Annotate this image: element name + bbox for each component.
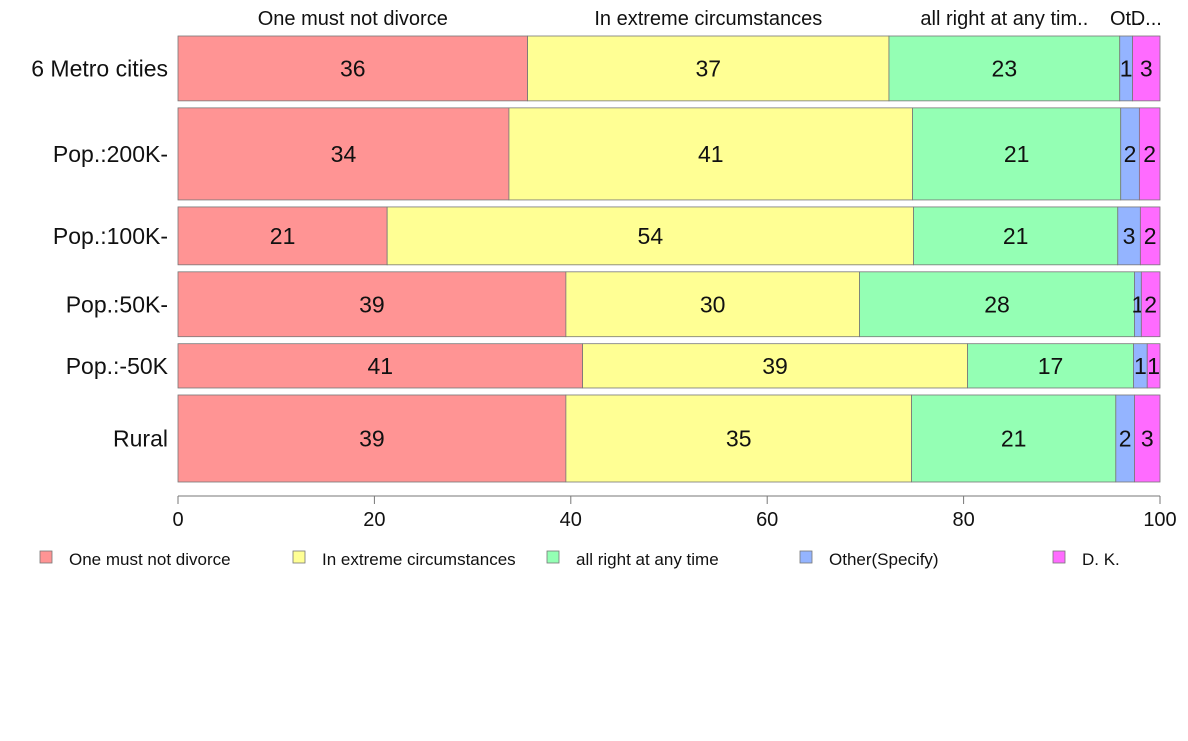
bar-segment: [913, 206, 1119, 266]
data-label: 1: [1120, 55, 1133, 81]
bar-segment: [527, 35, 890, 102]
x-tick-label: 40: [560, 509, 582, 531]
bar-segment: [1138, 107, 1161, 201]
legend-swatch: [799, 550, 813, 564]
data-label: 34: [331, 141, 357, 167]
data-label: 30: [700, 291, 726, 317]
bar-row: 36 37 23 1 3: [177, 35, 1161, 102]
data-label: 2: [1124, 141, 1137, 167]
data-label: 41: [367, 353, 393, 379]
legend-label: In extreme circumstances: [322, 550, 516, 569]
data-label: 3: [1140, 55, 1153, 81]
bar-segment: [177, 271, 567, 338]
bar-segment: [565, 271, 860, 338]
bar-segment: [177, 343, 583, 389]
series-top-label: Ot..: [1110, 8, 1142, 30]
category-label: Pop.:100K-: [53, 223, 168, 249]
x-tick-label: 100: [1143, 509, 1176, 531]
bar-segment: [911, 394, 1117, 483]
bar-segment: [177, 394, 567, 483]
bar-segment: [177, 206, 388, 266]
data-label: 21: [1003, 223, 1029, 249]
bar-row: 21 54 21 3 2: [177, 206, 1161, 266]
legend-item: One must not divorce: [39, 550, 231, 569]
top-labels: One must not divorce In extreme circumsta…: [258, 8, 1162, 30]
bar-row: 39 30 28 1 2: [177, 271, 1161, 338]
data-label: 23: [992, 55, 1018, 81]
legend-swatch: [1052, 550, 1066, 564]
category-label: Pop.:50K-: [66, 291, 168, 317]
data-label: 37: [695, 55, 721, 81]
data-label: 1: [1147, 353, 1160, 379]
bar-segment: [967, 343, 1134, 389]
category-label: Rural: [113, 425, 168, 451]
bar-segment: [565, 394, 912, 483]
data-label: 2: [1144, 223, 1157, 249]
legend-label: all right at any time: [576, 550, 719, 569]
bar-segment: [1134, 394, 1161, 483]
data-label: 39: [762, 353, 788, 379]
bar-segment: [582, 343, 968, 389]
bar-row: 41 39 17 1 1: [177, 343, 1161, 389]
x-tick-label: 0: [172, 509, 183, 531]
bar-segment: [912, 107, 1122, 201]
series-top-label: D...: [1131, 8, 1162, 30]
bar-segment: [1139, 206, 1161, 266]
series-top-label: all right at any tim..: [920, 8, 1088, 30]
legend-item: D. K.: [1052, 550, 1120, 569]
data-label: 21: [270, 223, 296, 249]
legend-swatch: [39, 550, 53, 564]
category-labels: 6 Metro cities Pop.:200K- Pop.:100K- Pop.:5…: [31, 55, 168, 451]
legend-item: all right at any time: [546, 550, 719, 569]
legend-label: D. K.: [1082, 550, 1120, 569]
legend-label: One must not divorce: [69, 550, 231, 569]
bar-segment: [386, 206, 914, 266]
bar-segment: [1146, 343, 1161, 389]
bars: 36 37 23 1 334 41 21 2 221 54 21 3 239 30 28 1 241 39 17 1 1…: [177, 35, 1161, 483]
legend-swatch: [546, 550, 560, 564]
data-label: 36: [340, 55, 366, 81]
legend-item: In extreme circumstances: [292, 550, 516, 569]
bar-row: 34 41 21 2 2: [177, 107, 1161, 201]
data-label: 1: [1134, 353, 1147, 379]
category-label: Pop.:200K-: [53, 141, 168, 167]
bar-segment: [859, 271, 1135, 338]
category-label: Pop.:-50K: [66, 353, 169, 379]
series-top-label: In extreme circumstances: [594, 8, 822, 30]
legend: One must not divorce In extreme circumsta…: [39, 550, 1120, 569]
data-label: 54: [638, 223, 664, 249]
legend-label: Other(Specify): [829, 550, 939, 569]
data-label: 21: [1001, 425, 1027, 451]
data-label: 17: [1038, 353, 1064, 379]
data-label: 3: [1123, 223, 1136, 249]
bar-segment: [1132, 35, 1161, 102]
series-top-label: One must not divorce: [258, 8, 448, 30]
data-label: 35: [726, 425, 752, 451]
data-label: 28: [984, 291, 1010, 317]
data-label: 39: [359, 291, 385, 317]
legend-item: Other(Specify): [799, 550, 939, 569]
legend-swatch: [292, 550, 306, 564]
x-axis: 0 20 40 60 80 100: [172, 495, 1177, 531]
bar-segment: [1140, 271, 1161, 338]
data-label: 2: [1144, 291, 1157, 317]
bar-segment: [177, 107, 510, 201]
category-label: 6 Metro cities: [31, 55, 168, 81]
data-label: 2: [1119, 425, 1132, 451]
data-label: 39: [359, 425, 385, 451]
x-tick-label: 80: [952, 509, 974, 531]
data-label: 3: [1141, 425, 1154, 451]
bar-segment: [508, 107, 913, 201]
data-label: 21: [1004, 141, 1030, 167]
x-tick-label: 20: [363, 509, 385, 531]
data-label: 2: [1143, 141, 1156, 167]
x-tick-label: 60: [756, 509, 778, 531]
data-label: 41: [698, 141, 724, 167]
bar-row: 39 35 21 2 3: [177, 394, 1161, 483]
